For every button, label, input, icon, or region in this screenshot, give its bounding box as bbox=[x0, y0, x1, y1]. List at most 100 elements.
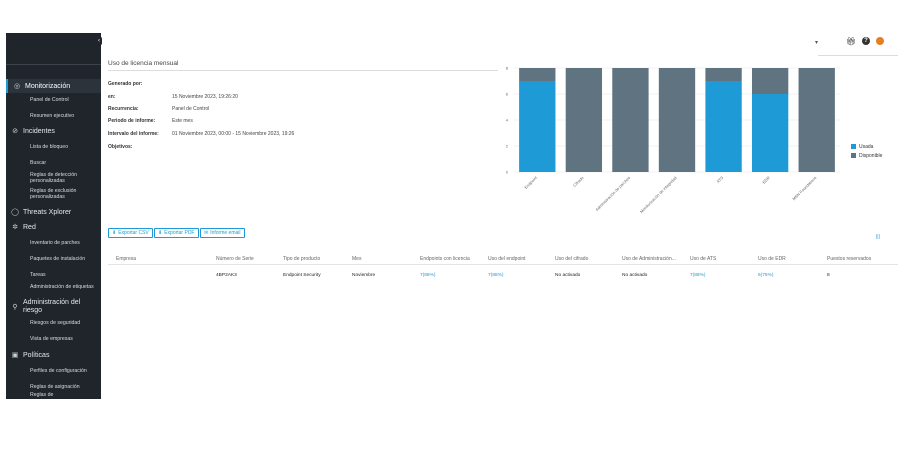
x-tick-label: Monitorización de integridad bbox=[639, 175, 678, 214]
bar-disponible[interactable] bbox=[519, 68, 556, 81]
sidebar-item-reglas-de[interactable]: Reglas de bbox=[30, 392, 54, 398]
x-tick-label: ATS bbox=[715, 175, 724, 184]
meta-key: Periodo de informe: bbox=[108, 118, 156, 124]
legend-label: Disponible bbox=[859, 152, 883, 159]
chevron-down-icon[interactable]: ▾ bbox=[815, 40, 819, 46]
topbar-divider bbox=[818, 55, 898, 56]
policy-icon: ▣ bbox=[11, 352, 19, 359]
column-header-puestos-reservados[interactable]: Puestos reservados bbox=[827, 256, 872, 262]
cell-uso-administracion: No activado bbox=[622, 273, 648, 278]
sidebar: ◎ Monitorización Panel de Control Resume… bbox=[6, 33, 101, 399]
column-header-tipo-producto[interactable]: Tipo de producto bbox=[283, 256, 321, 262]
sidebar-item-resumen-ejecutivo[interactable]: Resumen ejecutivo bbox=[30, 113, 75, 119]
column-header-empresa[interactable]: Empresa bbox=[116, 256, 137, 262]
chart-legend: Usada Disponible bbox=[851, 142, 882, 160]
column-header-endpoints-licencia[interactable]: Endpoints con licencia bbox=[420, 256, 470, 262]
bar-usada[interactable] bbox=[705, 81, 742, 172]
cell-tipo-producto: Endpoint Security bbox=[283, 273, 321, 278]
cell-uso-edr-link[interactable]: 6(75%) bbox=[758, 273, 774, 278]
meta-value: Este mes bbox=[172, 118, 193, 124]
meta-key: Recurrencia: bbox=[108, 106, 139, 112]
bar-disponible[interactable] bbox=[705, 68, 742, 81]
sidebar-item-buscar[interactable]: Buscar bbox=[30, 160, 47, 166]
bar-disponible[interactable] bbox=[565, 68, 603, 172]
y-tick-label: 6 bbox=[506, 92, 509, 97]
sidebar-section-label: Red bbox=[23, 223, 36, 231]
x-tick-label: Administración de parches bbox=[594, 175, 631, 212]
meta-key: Generado por: bbox=[108, 81, 143, 87]
sidebar-item-tareas[interactable]: Tareas bbox=[30, 272, 46, 278]
legend-item-usada[interactable]: Usada bbox=[851, 142, 882, 151]
sidebar-section-label: Incidentes bbox=[23, 127, 55, 135]
sidebar-section-politicas[interactable]: ▣ Políticas bbox=[6, 348, 101, 362]
column-header-uso-endpoint[interactable]: Uso del endpoint bbox=[488, 256, 526, 262]
sidebar-item-admin-etiquetas[interactable]: Administración de etiquetas bbox=[30, 284, 94, 290]
sidebar-item-vista-empresas[interactable]: Vista de empresas bbox=[30, 336, 73, 342]
legend-swatch bbox=[851, 153, 856, 158]
column-header-uso-cifrado[interactable]: Uso del cifrado bbox=[555, 256, 589, 262]
sidebar-collapse-chevron-icon[interactable]: ‹ bbox=[96, 36, 102, 46]
export-csv-button[interactable]: ⬇ Exportar CSV bbox=[108, 228, 153, 238]
cell-uso-endpoint-link[interactable]: 7(88%) bbox=[488, 273, 504, 278]
meta-value: 01 Noviembre 2023, 00:00 - 15 Noviembre … bbox=[172, 131, 295, 137]
bar-usada[interactable] bbox=[519, 81, 556, 172]
sidebar-section-administracion-riesgo[interactable]: ⚲ Administración del riesgo bbox=[6, 299, 101, 317]
column-header-numero-serie[interactable]: Número de Serie bbox=[216, 256, 254, 262]
sidebar-section-red[interactable]: ✲ Red bbox=[6, 220, 101, 234]
button-label: Informe email bbox=[210, 230, 241, 236]
table-row[interactable]: 4BP2AK3 Endpoint Security Noviembre 7(88… bbox=[108, 270, 898, 282]
column-header-uso-ats[interactable]: Uso de ATS bbox=[690, 256, 717, 262]
bar-disponible[interactable] bbox=[658, 68, 696, 172]
bar-disponible[interactable] bbox=[751, 68, 789, 94]
bar-disponible[interactable] bbox=[798, 68, 835, 172]
sidebar-item-lista-bloqueo[interactable]: Lista de bloqueo bbox=[30, 144, 69, 150]
sidebar-item-reglas-deteccion[interactable]: Reglas de detección personalizadas bbox=[30, 172, 78, 184]
meta-key: en: bbox=[108, 94, 116, 100]
column-toggle-icon[interactable]: ||| bbox=[876, 234, 880, 240]
sidebar-item-paquetes-instalacion[interactable]: Paquetes de instalación bbox=[30, 256, 86, 262]
report-title-divider bbox=[108, 70, 498, 71]
bell-icon[interactable] bbox=[876, 37, 884, 45]
sidebar-section-label: Monitorización bbox=[25, 82, 71, 90]
cell-endpoints-licencia-link[interactable]: 7(88%) bbox=[420, 273, 436, 278]
sidebar-section-threats-xplorer[interactable]: ◯ Threats Xplorer bbox=[6, 205, 101, 219]
email-report-button[interactable]: ✉ Informe email bbox=[200, 228, 245, 238]
cell-mes: Noviembre bbox=[352, 273, 376, 278]
sidebar-section-label: Administración del riesgo bbox=[23, 299, 81, 314]
meta-row-en: en: 15 Noviembre 2023, 19:26:20 bbox=[108, 94, 238, 100]
meta-row-generado-por: Generado por: bbox=[108, 81, 172, 87]
chart-svg: 0 2 4 6 8 Endpoint Cifrado Administración de pa… bbox=[506, 66, 840, 214]
license-usage-chart: 0 2 4 6 8 Endpoint Cifrado Administración de pa… bbox=[500, 60, 900, 220]
button-label: Exportar CSV bbox=[118, 230, 149, 236]
button-label: Exportar PDF bbox=[164, 230, 195, 236]
export-pdf-button[interactable]: ⬇ Exportar PDF bbox=[154, 228, 199, 238]
sidebar-item-reglas-asignacion[interactable]: Reglas de asignación bbox=[30, 384, 80, 390]
column-header-uso-edr[interactable]: Uso de EDR bbox=[758, 256, 786, 262]
sidebar-item-panel-control[interactable]: Panel de Control bbox=[30, 97, 69, 103]
sidebar-divider bbox=[6, 64, 101, 65]
x-tick-label: MSN Foundations bbox=[791, 175, 817, 201]
column-header-mes[interactable]: Mes bbox=[352, 256, 362, 262]
sidebar-section-incidentes[interactable]: ⊘ Incidentes bbox=[6, 124, 101, 138]
legend-label: Usada bbox=[859, 143, 874, 150]
y-tick-label: 0 bbox=[506, 170, 509, 175]
column-header-uso-administracion[interactable]: Uso de Administración... bbox=[622, 256, 676, 262]
help-icon[interactable]: ? bbox=[862, 37, 870, 45]
sidebar-section-monitorizacion[interactable]: ◎ Monitorización bbox=[6, 79, 101, 93]
legend-item-disponible[interactable]: Disponible bbox=[851, 151, 882, 160]
cell-uso-ats-link[interactable]: 7(88%) bbox=[690, 273, 706, 278]
bar-disponible[interactable] bbox=[612, 68, 649, 172]
sidebar-item-perfiles-configuracion[interactable]: Perfiles de configuración bbox=[30, 368, 87, 374]
gift-icon[interactable]: 🎁︎ bbox=[846, 37, 857, 46]
download-icon: ⬇ bbox=[112, 230, 117, 236]
sidebar-item-riesgos-seguridad[interactable]: Riesgos de seguridad bbox=[30, 320, 81, 326]
sidebar-item-inventario-parches[interactable]: Inventario de parches bbox=[30, 240, 80, 246]
meta-row-intervalo: Intervalo del informe: 01 Noviembre 2023… bbox=[108, 131, 294, 137]
target-icon: ⊘ bbox=[12, 128, 18, 135]
sidebar-item-reglas-exclusion[interactable]: Reglas de exclusión personalizadas bbox=[30, 188, 77, 200]
meta-row-periodo: Periodo de informe: Este mes bbox=[108, 118, 193, 124]
meta-value: Panel de Control bbox=[172, 106, 210, 112]
bar-usada[interactable] bbox=[751, 94, 789, 172]
x-tick-label: EDR bbox=[761, 175, 771, 185]
